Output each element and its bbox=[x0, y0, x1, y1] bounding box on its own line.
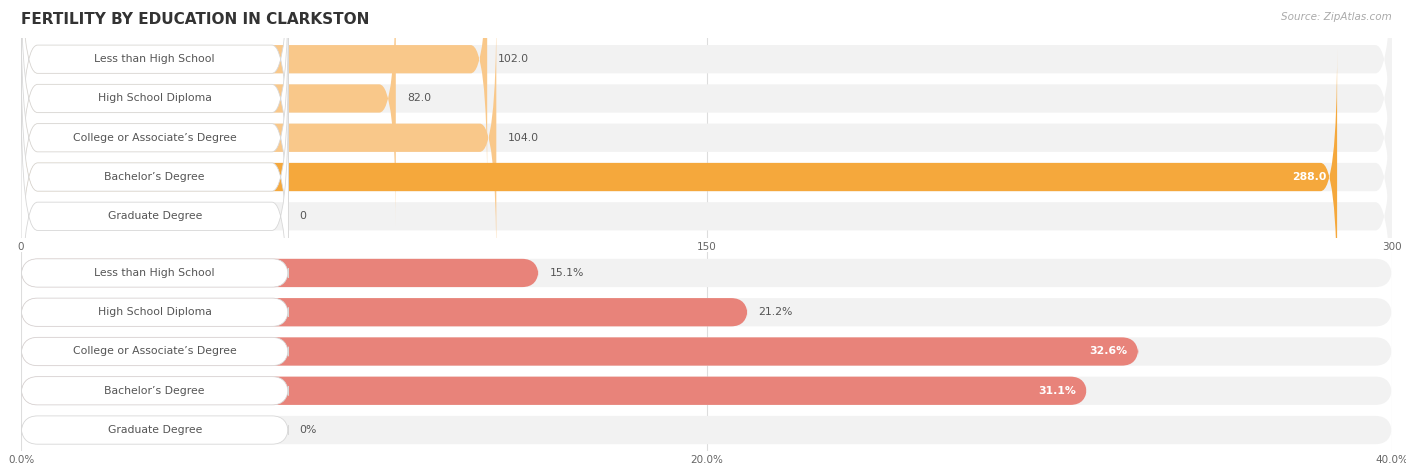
Text: High School Diploma: High School Diploma bbox=[98, 94, 212, 104]
FancyBboxPatch shape bbox=[21, 10, 496, 265]
Text: Source: ZipAtlas.com: Source: ZipAtlas.com bbox=[1281, 12, 1392, 22]
Text: Bachelor’s Degree: Bachelor’s Degree bbox=[104, 172, 205, 182]
FancyBboxPatch shape bbox=[21, 50, 1337, 304]
Text: Graduate Degree: Graduate Degree bbox=[108, 425, 202, 435]
FancyBboxPatch shape bbox=[21, 377, 1087, 405]
FancyBboxPatch shape bbox=[21, 416, 1392, 444]
FancyBboxPatch shape bbox=[21, 50, 288, 304]
FancyBboxPatch shape bbox=[21, 377, 1392, 405]
FancyBboxPatch shape bbox=[21, 0, 288, 187]
Text: 288.0: 288.0 bbox=[1292, 172, 1326, 182]
Text: Graduate Degree: Graduate Degree bbox=[108, 211, 202, 221]
FancyBboxPatch shape bbox=[21, 337, 1392, 366]
Text: Less than High School: Less than High School bbox=[94, 268, 215, 278]
Text: FERTILITY BY EDUCATION IN CLARKSTON: FERTILITY BY EDUCATION IN CLARKSTON bbox=[21, 12, 370, 27]
FancyBboxPatch shape bbox=[21, 377, 288, 405]
FancyBboxPatch shape bbox=[21, 298, 748, 326]
FancyBboxPatch shape bbox=[21, 50, 1392, 304]
Text: 102.0: 102.0 bbox=[498, 54, 529, 64]
Text: 82.0: 82.0 bbox=[406, 94, 430, 104]
FancyBboxPatch shape bbox=[21, 298, 1392, 326]
FancyBboxPatch shape bbox=[21, 416, 288, 444]
Text: 31.1%: 31.1% bbox=[1038, 386, 1076, 396]
Text: 104.0: 104.0 bbox=[508, 133, 538, 143]
FancyBboxPatch shape bbox=[21, 0, 288, 226]
Text: Bachelor’s Degree: Bachelor’s Degree bbox=[104, 386, 205, 396]
FancyBboxPatch shape bbox=[21, 259, 1392, 287]
FancyBboxPatch shape bbox=[21, 0, 1392, 226]
FancyBboxPatch shape bbox=[21, 0, 1392, 187]
FancyBboxPatch shape bbox=[21, 337, 288, 366]
Text: 0: 0 bbox=[299, 211, 307, 221]
FancyBboxPatch shape bbox=[21, 259, 538, 287]
Text: 21.2%: 21.2% bbox=[759, 307, 793, 317]
FancyBboxPatch shape bbox=[21, 259, 288, 287]
FancyBboxPatch shape bbox=[21, 298, 288, 326]
Text: College or Associate’s Degree: College or Associate’s Degree bbox=[73, 346, 236, 357]
Text: High School Diploma: High School Diploma bbox=[98, 307, 212, 317]
FancyBboxPatch shape bbox=[21, 0, 396, 226]
Text: 15.1%: 15.1% bbox=[550, 268, 583, 278]
FancyBboxPatch shape bbox=[21, 89, 288, 343]
FancyBboxPatch shape bbox=[21, 10, 1392, 265]
Text: 0%: 0% bbox=[299, 425, 316, 435]
FancyBboxPatch shape bbox=[21, 0, 488, 187]
Text: Less than High School: Less than High School bbox=[94, 54, 215, 64]
FancyBboxPatch shape bbox=[21, 89, 1392, 343]
FancyBboxPatch shape bbox=[21, 10, 288, 265]
Text: College or Associate’s Degree: College or Associate’s Degree bbox=[73, 133, 236, 143]
FancyBboxPatch shape bbox=[21, 337, 1139, 366]
Text: 32.6%: 32.6% bbox=[1090, 346, 1128, 357]
